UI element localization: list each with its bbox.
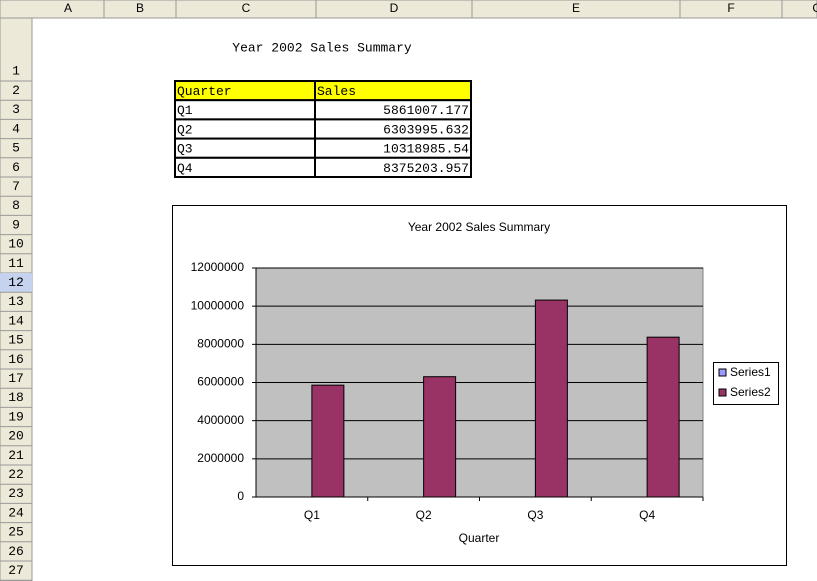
y-tick-label: 2000000 (197, 451, 244, 465)
column-header[interactable]: D (390, 1, 399, 15)
row-header[interactable]: 10 (8, 237, 24, 252)
cell-text: Q2 (177, 122, 193, 137)
legend-label: Series1 (730, 365, 771, 379)
cell-text: 8375203.957 (383, 161, 469, 176)
row-header[interactable]: 8 (12, 198, 20, 213)
y-tick-label: 8000000 (197, 337, 244, 351)
table-cell[interactable] (174, 137, 316, 159)
row-header[interactable]: 21 (8, 448, 24, 463)
row-header[interactable]: 3 (12, 102, 20, 117)
cell-text: 10318985.54 (383, 142, 469, 157)
row-header[interactable]: 2 (12, 83, 20, 98)
row-header[interactable]: 16 (8, 352, 24, 367)
x-tick-label: Q1 (304, 508, 320, 522)
row-header[interactable]: 25 (8, 525, 24, 540)
bar (423, 376, 457, 498)
legend-swatch (718, 388, 727, 397)
row-header[interactable]: 17 (8, 371, 24, 386)
y-tick-label: 0 (237, 489, 244, 503)
row-header[interactable]: 14 (8, 313, 24, 328)
row-header[interactable]: 11 (8, 256, 24, 271)
column-header[interactable]: B (136, 1, 144, 15)
y-tick-label: 12000000 (191, 260, 245, 274)
bar (311, 384, 345, 498)
x-tick-label: Q4 (639, 508, 655, 522)
cell-text: 6303995.632 (383, 122, 469, 137)
cell-text: Q4 (177, 161, 193, 176)
table-cell[interactable] (174, 99, 316, 121)
column-header[interactable]: A (64, 1, 72, 15)
row-header[interactable]: 12 (8, 275, 24, 290)
row-header[interactable]: 7 (12, 179, 20, 194)
row-header[interactable]: 4 (12, 121, 20, 136)
x-tick-label: Q3 (527, 508, 543, 522)
row-header[interactable]: 27 (8, 563, 24, 578)
row-header[interactable]: 6 (12, 160, 20, 175)
row-header[interactable]: 1 (12, 63, 20, 78)
cell-text: Q3 (177, 142, 193, 157)
y-tick-label: 6000000 (197, 375, 244, 389)
cell-text: Sales (317, 84, 356, 99)
row-header-bar (0, 17, 33, 581)
legend-label: Series2 (730, 385, 771, 399)
row-header[interactable]: 22 (8, 467, 24, 482)
sheet-title: Year 2002 Sales Summary (232, 40, 412, 55)
row-header[interactable]: 20 (8, 429, 24, 444)
row-header[interactable]: 18 (8, 390, 24, 405)
table-cell[interactable] (314, 156, 472, 179)
x-tick-label: Q2 (416, 508, 432, 522)
selected-row-header (0, 273, 32, 293)
cell-text: 5861007.177 (383, 103, 469, 118)
cell-text: Q1 (177, 103, 193, 118)
row-header[interactable]: 24 (8, 505, 24, 520)
bar (646, 336, 680, 498)
column-header[interactable]: E (572, 1, 580, 15)
row-header[interactable]: 23 (8, 486, 24, 501)
row-header[interactable]: 15 (8, 333, 24, 348)
column-header[interactable]: G (812, 1, 817, 15)
row-header[interactable]: 5 (12, 141, 20, 156)
column-header[interactable]: C (242, 1, 251, 15)
chart-title: Year 2002 Sales Summary (408, 220, 550, 234)
bar (534, 299, 568, 498)
y-tick-label: 10000000 (191, 298, 245, 312)
column-header[interactable]: F (727, 1, 734, 15)
y-tick-label: 4000000 (197, 413, 244, 427)
table-cell[interactable] (174, 118, 316, 140)
row-header[interactable]: 26 (8, 544, 24, 559)
legend-swatch (718, 368, 727, 377)
row-header[interactable]: 13 (8, 294, 24, 309)
row-header[interactable]: 9 (12, 217, 20, 232)
column-header-bar (0, 0, 817, 19)
x-axis-title: Quarter (459, 531, 500, 545)
table-cell[interactable] (174, 156, 316, 179)
row-header[interactable]: 19 (8, 409, 24, 424)
cell-text: Quarter (177, 84, 232, 99)
